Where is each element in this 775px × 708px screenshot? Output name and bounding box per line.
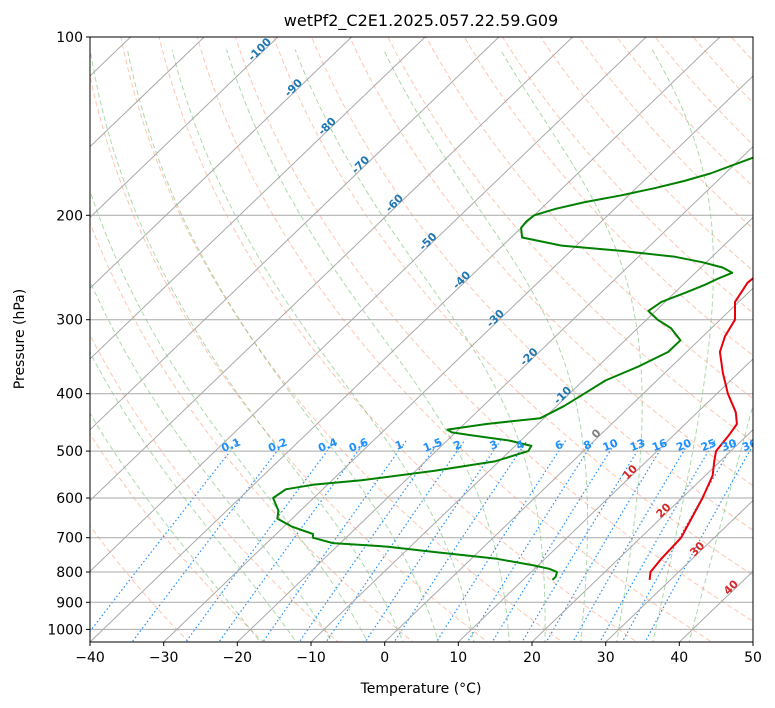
mixing-ratio-line bbox=[521, 440, 645, 642]
y-axis-title: Pressure (hPa) bbox=[12, 289, 28, 389]
y-tick-label: 400 bbox=[56, 387, 83, 403]
mixing-ratio-lines bbox=[90, 440, 753, 642]
isotherm-gridline bbox=[90, 37, 279, 219]
plot-area bbox=[90, 37, 753, 642]
x-tick-label: 30 bbox=[597, 650, 615, 666]
mixing-ratio-label: 30 bbox=[720, 436, 739, 454]
x-axis-title: Temperature (°C) bbox=[360, 681, 482, 697]
x-tick-label: −10 bbox=[296, 650, 326, 666]
mixing-ratio-label: 36 bbox=[740, 436, 759, 454]
mixing-ratio-line bbox=[131, 440, 286, 642]
dry-adiabat-line bbox=[234, 37, 753, 622]
isotherm-gridline bbox=[90, 37, 205, 148]
mixing-ratio-line bbox=[491, 440, 618, 642]
isotherm-gridline bbox=[90, 37, 647, 572]
x-tick-label: −30 bbox=[149, 650, 179, 666]
dry-adiabat-line bbox=[387, 37, 753, 443]
isotherm-gridline bbox=[90, 37, 500, 431]
plot-frame bbox=[89, 36, 754, 643]
isobar-gridlines bbox=[90, 37, 753, 630]
y-tick-label: 1000 bbox=[47, 622, 83, 638]
chart-title: wetPf2_C2E1.2025.057.22.59.G09 bbox=[284, 11, 558, 31]
temperature-profile-line bbox=[648, 277, 753, 581]
isotherm-gridline bbox=[383, 287, 753, 642]
y-tick-label: 100 bbox=[56, 30, 83, 46]
x-tick-label: 40 bbox=[670, 650, 688, 666]
isotherm-gridline bbox=[236, 145, 753, 642]
mixing-ratio-line bbox=[393, 440, 528, 642]
x-tick-label: −20 bbox=[223, 650, 253, 666]
isotherm-gridline bbox=[531, 429, 753, 642]
y-tick-label: 300 bbox=[56, 313, 83, 329]
isotherm-gridline bbox=[90, 37, 574, 502]
dry-adiabat-line bbox=[272, 37, 753, 576]
mixing-ratio-line bbox=[466, 440, 595, 642]
dry-adiabat-line bbox=[196, 37, 713, 642]
dry-adiabats bbox=[90, 24, 775, 654]
mixing-ratio-line bbox=[644, 443, 753, 642]
dry-adiabat-line bbox=[90, 221, 414, 642]
dry-adiabat-line bbox=[578, 37, 753, 230]
dewpoint-profile-line bbox=[272, 156, 753, 581]
dry-adiabat-line bbox=[90, 333, 339, 642]
mixing-ratio-line bbox=[545, 440, 667, 642]
mixing-ratio-label: 1 bbox=[393, 438, 405, 453]
mixing-ratio-label: 10 bbox=[601, 436, 620, 454]
mixing-ratio-label: 16 bbox=[650, 436, 669, 454]
mixing-ratio-label: 20 bbox=[674, 436, 693, 454]
dry-adiabat-line bbox=[90, 524, 190, 642]
mixing-ratio-label: 3 bbox=[488, 438, 500, 453]
dry-adiabat-line bbox=[654, 37, 753, 146]
isotherm-gridline bbox=[0, 24, 71, 654]
isotherm-gridline bbox=[90, 37, 721, 642]
y-tick-label: 500 bbox=[56, 444, 83, 460]
y-tick-label: 600 bbox=[56, 491, 83, 507]
mixing-ratio-line bbox=[298, 440, 441, 642]
x-axis: −40 −30 −20 −10 0 10 20 30 40 50 bbox=[75, 642, 762, 666]
isotherm-gridline bbox=[90, 37, 353, 289]
mixing-ratio-line bbox=[572, 440, 691, 642]
x-tick-label: 20 bbox=[523, 650, 541, 666]
mixing-ratio-label: 2 bbox=[452, 438, 464, 453]
moist-adiabat-line bbox=[651, 49, 714, 642]
mixing-ratio-label: 13 bbox=[628, 436, 647, 454]
dry-adiabat-line bbox=[311, 37, 753, 531]
isotherm-gridline bbox=[457, 358, 753, 642]
isotherm-gridline bbox=[90, 37, 426, 360]
x-tick-label: −40 bbox=[75, 650, 105, 666]
y-tick-label: 700 bbox=[56, 531, 83, 547]
mixing-ratio-line bbox=[599, 440, 716, 642]
sounding-profiles bbox=[272, 156, 753, 581]
moist-adiabat-line bbox=[226, 49, 510, 642]
dry-adiabat-line bbox=[501, 37, 753, 314]
dry-adiabat-line bbox=[758, 24, 775, 654]
isotherm-gridline bbox=[604, 499, 753, 642]
dry-adiabat-line bbox=[463, 37, 753, 357]
y-tick-label: 900 bbox=[56, 595, 83, 611]
dry-adiabat-line bbox=[158, 37, 638, 642]
isotherm-gridline bbox=[162, 75, 753, 642]
x-tick-label: 0 bbox=[380, 650, 389, 666]
dry-adiabat-line bbox=[120, 37, 564, 642]
y-tick-label: 200 bbox=[56, 208, 83, 224]
x-tick-label: 50 bbox=[744, 650, 762, 666]
mixing-ratio-label: 25 bbox=[699, 436, 718, 454]
dry-adiabat-line bbox=[349, 37, 753, 487]
dry-adiabat-line bbox=[90, 73, 489, 642]
y-axis: 100 200 300 400 500 600 700 800 900 1000 bbox=[47, 30, 90, 638]
x-tick-label: 10 bbox=[449, 650, 467, 666]
y-tick-label: 800 bbox=[56, 565, 83, 581]
mixing-ratio-line bbox=[621, 440, 736, 642]
mixing-ratio-line bbox=[90, 440, 239, 633]
dry-adiabat-line bbox=[90, 432, 265, 642]
mixing-ratio-line bbox=[185, 440, 336, 642]
mixing-ratio-label: 8 bbox=[582, 438, 594, 453]
